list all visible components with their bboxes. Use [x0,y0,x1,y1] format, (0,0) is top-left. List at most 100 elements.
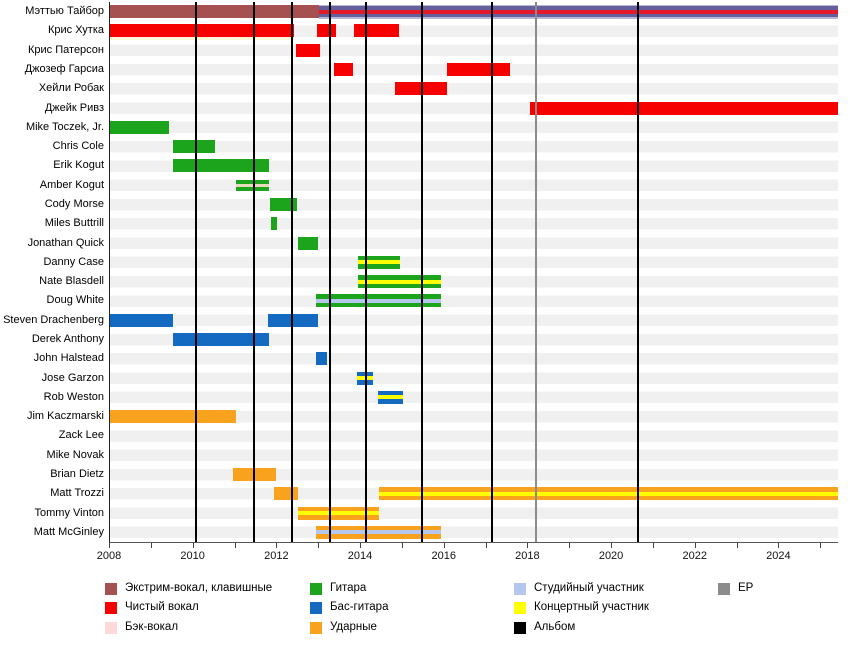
axis-year-label: 2014 [347,550,373,562]
legend-swatch-extreme [105,583,117,595]
timeline-bar [530,101,838,115]
legend-swatch-album [514,621,526,634]
axis-tick [318,543,320,548]
row-label: Danny Case [43,255,104,268]
bar-segment-guitar [110,120,170,134]
bar-segment-studio_extreme [319,13,838,18]
legend-swatch-backing [105,621,117,634]
row-label: Мэттью Тайбор [25,5,104,18]
axis-tick [611,543,613,548]
row-label: Matt McGinley [33,525,104,538]
bar-segment-clean [353,24,399,38]
timeline-bar [298,506,380,520]
legend-label: Чистый вокал [125,601,199,614]
timeline-bar [110,23,295,40]
row-label: Jose Garzon [41,371,104,384]
bar-segment-guitar [358,255,400,261]
timeline-bar [317,24,336,38]
axis-year-label: 2024 [766,550,791,562]
bar-segment-bass [377,399,403,404]
bar-segment-live [358,260,400,265]
timeline-bar [110,120,170,134]
row-label: Крис Патерсон [28,43,104,56]
bar-segment-clean [530,101,838,115]
album-line [420,2,423,542]
timeline-bar [379,487,838,501]
legend-label: Концертный участник [534,601,649,614]
bar-segment-studio [316,298,442,303]
bar-segment-drums [274,487,298,501]
axis-tick [234,543,236,548]
bar-segment-live [377,395,403,400]
timeline-bar [270,217,277,231]
timeline-bar [358,275,442,289]
axis-year-label: 2012 [264,550,289,562]
legend-swatch-live [514,602,526,615]
axis-year-label: 2010 [180,550,205,562]
bar-segment-clean [296,43,321,57]
timeline-bar [172,140,215,154]
axis-tick [443,543,445,548]
axis-tick [485,543,487,548]
bar-segment-guitar [316,294,442,299]
row-label: Mike Toczek, Jr. [25,120,104,133]
bar-segment-drums [379,487,838,492]
bar-segment-studio_edge [319,17,838,19]
timeline-bar [268,313,318,327]
row-label: Jim Kaczmarski [26,410,104,423]
legend-label: Ударные [330,620,377,633]
row-label: Джозеф Гарсиа [24,63,104,75]
bar-segment-clean [446,63,510,76]
bar-segment-guitar [358,275,442,280]
bar-segment-live [379,491,838,496]
axis-tick [360,543,362,548]
timeline-bar [377,390,403,404]
row-label: Rob Weston [43,390,104,403]
row-label: Matt Trozzi [50,487,104,500]
axis-tick [694,543,696,548]
album-line [637,2,640,542]
bar-segment-guitar [172,159,269,173]
bar-segment-drums [110,410,236,424]
album-line [328,2,331,542]
row-label: Крис Хутка [47,24,104,37]
bar-segment-drums [298,506,380,512]
bar-segment-guitar [235,179,269,184]
timeline-bar [110,5,320,19]
album-line [290,2,293,542]
bar-segment-bass [377,390,403,396]
row-label: John Halstead [33,352,104,365]
bar-segment-drums [379,495,838,501]
bar-segment-studio_edge [319,4,838,6]
axis-tick [150,543,152,548]
album-line [491,2,494,542]
album-line [252,2,255,542]
row-label: Jonathan Quick [27,236,104,249]
axis-tick [652,543,654,548]
bar-segment-guitar [298,236,318,250]
legend-label: Альбом [534,620,576,633]
bar-segment-bass [110,313,174,327]
bar-segment-guitar [270,217,277,231]
axis-tick [569,543,571,548]
bar-segment-studio_clean [319,9,838,14]
row-label: Zack Lee [58,429,104,442]
axis-tick [192,543,194,548]
axis-tick [736,543,738,548]
bar-segment-guitar [358,283,442,289]
axis-tick [401,543,403,548]
legend-swatch-guitar [310,583,322,595]
axis-year-label: 2008 [96,550,122,562]
timeline-bar [235,179,269,191]
legend-label: Бас-гитара [330,601,389,614]
bar-segment-guitar [316,302,442,308]
legend-label: Экстрим-вокал, клавишные [125,582,273,594]
timeline-bar [316,525,441,539]
axis-year-label: 2016 [431,550,456,562]
bar-segment-clean [333,63,353,76]
axis-tick [276,543,278,548]
row-label: Джейк Ривз [44,101,104,114]
row-label: Cody Morse [44,198,104,210]
legend-label: Гитара [330,582,367,594]
timeline-bar [298,236,318,250]
